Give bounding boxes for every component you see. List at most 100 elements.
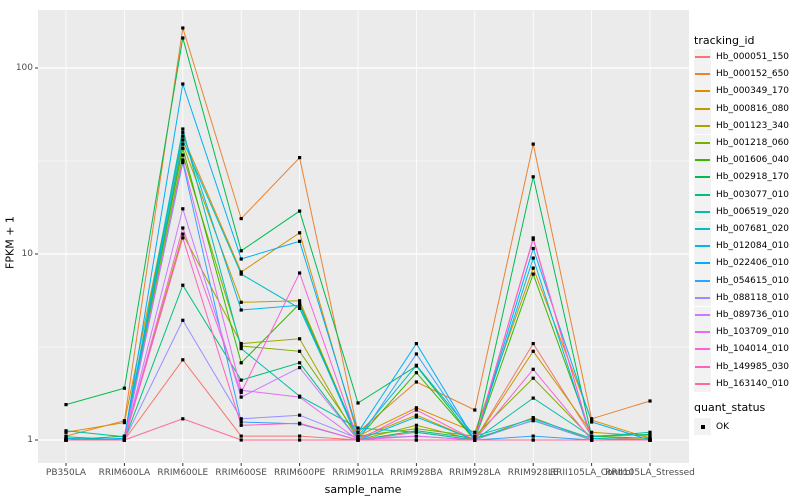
data-point xyxy=(181,142,185,146)
data-point xyxy=(298,209,302,213)
data-point xyxy=(414,342,418,346)
legend-line-icon xyxy=(695,159,710,162)
legend-label: Hb_000816_080 xyxy=(716,103,790,114)
data-point xyxy=(64,429,68,433)
legend-entry-Hb_001123_340: Hb_001123_340 xyxy=(694,117,789,135)
data-point xyxy=(531,342,535,346)
legend-key-box xyxy=(694,65,711,83)
data-point xyxy=(64,438,68,442)
legend-line-icon xyxy=(695,365,710,368)
legend-key-box xyxy=(694,237,711,255)
legend-label: Hb_003077_010 xyxy=(716,189,790,200)
legend-label: Hb_000152_650 xyxy=(716,69,790,80)
legend-line-icon xyxy=(695,142,710,144)
data-point xyxy=(181,232,185,236)
data-point xyxy=(414,430,418,434)
data-point xyxy=(298,156,302,160)
legend-label: Hb_104014_010 xyxy=(716,344,790,355)
data-point xyxy=(181,236,185,240)
legend-key-box xyxy=(694,323,711,341)
legend-label: Hb_001218_060 xyxy=(716,138,790,148)
legend-key-box xyxy=(694,203,711,221)
data-point xyxy=(298,421,302,425)
data-point xyxy=(356,434,360,438)
data-point xyxy=(239,347,243,351)
data-point xyxy=(531,367,535,371)
legend-label: OK xyxy=(716,421,729,432)
data-point xyxy=(181,318,185,322)
legend-line-icon xyxy=(695,193,710,196)
data-point xyxy=(181,207,185,211)
legend-entry-Hb_000816_080: Hb_000816_080 xyxy=(694,100,790,118)
x-tick-label: RRII105LA_Stressed xyxy=(605,468,695,478)
legend-label: Hb_089736_010 xyxy=(716,310,790,320)
x-tick-label: RRIM600SE xyxy=(215,468,267,478)
legend-label: Hb_163140_010 xyxy=(716,378,790,389)
legend-entry-Hb_007681_020: Hb_007681_020 xyxy=(694,220,789,238)
data-point xyxy=(531,434,535,438)
data-point xyxy=(531,142,535,146)
x-tick-label: RRIM928LA xyxy=(449,468,501,478)
data-point xyxy=(531,175,535,179)
data-point xyxy=(473,430,477,434)
y-tick-label: 100 xyxy=(15,63,33,73)
y-axis-title: FPKM + 1 xyxy=(3,216,17,269)
data-point xyxy=(648,438,652,442)
data-point xyxy=(531,256,535,260)
legend-key-box xyxy=(694,186,711,204)
legend-entry-Hb_001606_040: Hb_001606_040 xyxy=(694,151,790,169)
data-point xyxy=(122,438,126,442)
legend-entry-Hb_088118_010: Hb_088118_010 xyxy=(694,289,789,307)
data-point xyxy=(590,430,594,434)
data-point xyxy=(239,417,243,421)
plot-svg xyxy=(38,10,689,463)
data-point xyxy=(239,378,243,382)
x-tick-label: PB350LA xyxy=(45,468,87,478)
data-point xyxy=(531,246,535,251)
data-point xyxy=(239,390,243,395)
legend-line-icon xyxy=(695,90,710,93)
legend-line-icon xyxy=(695,228,710,230)
legend-entry-Hb_000152_650: Hb_000152_650 xyxy=(694,65,790,83)
legend-label: Hb_002918_170 xyxy=(716,172,790,183)
data-point xyxy=(590,420,594,424)
data-point xyxy=(239,249,243,253)
legend-key-box xyxy=(694,306,711,324)
data-point xyxy=(122,421,126,425)
data-point xyxy=(298,413,302,417)
legend-entry-Hb_000349_170: Hb_000349_170 xyxy=(694,82,789,100)
legend-title-tracking-id: tracking_id xyxy=(694,34,755,47)
data-point xyxy=(414,427,418,431)
data-point xyxy=(122,386,126,390)
legend-entry-Hb_002918_170: Hb_002918_170 xyxy=(694,168,790,186)
legend-entry-Hb_089736_010: Hb_089736_010 xyxy=(694,306,790,324)
data-point xyxy=(356,401,360,405)
legend-entry-Hb_012084_010: Hb_012084_010 xyxy=(694,237,789,255)
legend-line-icon xyxy=(695,348,710,351)
data-point xyxy=(239,395,243,399)
legend-line-icon xyxy=(695,382,710,385)
legend-key-box xyxy=(694,358,711,376)
data-point xyxy=(298,349,302,353)
legend-line-icon xyxy=(695,176,710,179)
data-point xyxy=(181,36,185,40)
data-point xyxy=(181,226,185,230)
data-point xyxy=(531,418,535,422)
legend-title-quant-status: quant_status xyxy=(694,401,766,414)
legend-key-box xyxy=(694,220,711,238)
data-point xyxy=(181,358,185,362)
legend-label: Hb_001606_040 xyxy=(716,155,790,166)
legend-line-icon xyxy=(695,331,710,334)
data-point xyxy=(298,366,302,370)
data-point xyxy=(414,415,418,419)
legend-entry-Hb_000051_150: Hb_000051_150 xyxy=(694,48,789,66)
legend-entry-Hb_103709_010: Hb_103709_010 xyxy=(694,323,789,341)
data-point xyxy=(590,438,594,442)
black-square-point-icon xyxy=(700,424,705,429)
data-point xyxy=(181,146,185,150)
legend-line-icon xyxy=(695,73,710,76)
data-point xyxy=(181,158,185,162)
data-point xyxy=(414,380,418,384)
data-point xyxy=(181,130,185,135)
data-point xyxy=(531,438,535,442)
